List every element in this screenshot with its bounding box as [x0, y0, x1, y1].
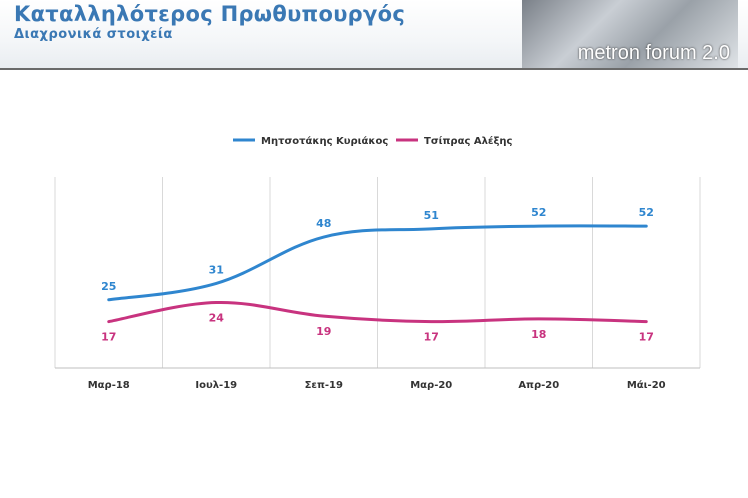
x-tick-label: Σεπ-19: [305, 380, 343, 391]
data-label: 17: [101, 331, 116, 344]
data-label: 19: [316, 325, 331, 338]
data-label: 51: [424, 209, 439, 222]
data-label: 52: [531, 206, 546, 219]
logo-text: metron forum 2.0: [577, 42, 730, 64]
data-label: 17: [424, 331, 439, 344]
x-tick-label: Μαρ-18: [88, 380, 130, 391]
page-subtitle: Διαχρονικά στοιχεία: [14, 27, 173, 42]
data-label: 48: [316, 217, 331, 230]
data-label: 52: [639, 206, 654, 219]
logo: metron forum 2.0: [522, 0, 738, 68]
data-label: 24: [209, 312, 225, 325]
legend-label: Τσίπρας Αλέξης: [424, 135, 513, 147]
page-title: Καταλληλότερος Πρωθυπουργός: [14, 2, 406, 26]
series-line: [107, 224, 648, 302]
x-tick-label: Μαρ-20: [410, 380, 452, 391]
header-divider: [0, 68, 748, 70]
legend-label: Μητσοτάκης Κυριάκος: [261, 135, 388, 147]
series-line: [107, 301, 648, 324]
data-label: 25: [101, 280, 116, 293]
data-label: 18: [531, 328, 546, 341]
x-tick-label: Απρ-20: [518, 380, 559, 391]
x-tick-label: Μάι-20: [627, 379, 666, 391]
data-label: 17: [639, 331, 654, 344]
x-tick-label: Ιουλ-19: [195, 380, 237, 391]
data-label: 31: [209, 263, 224, 276]
